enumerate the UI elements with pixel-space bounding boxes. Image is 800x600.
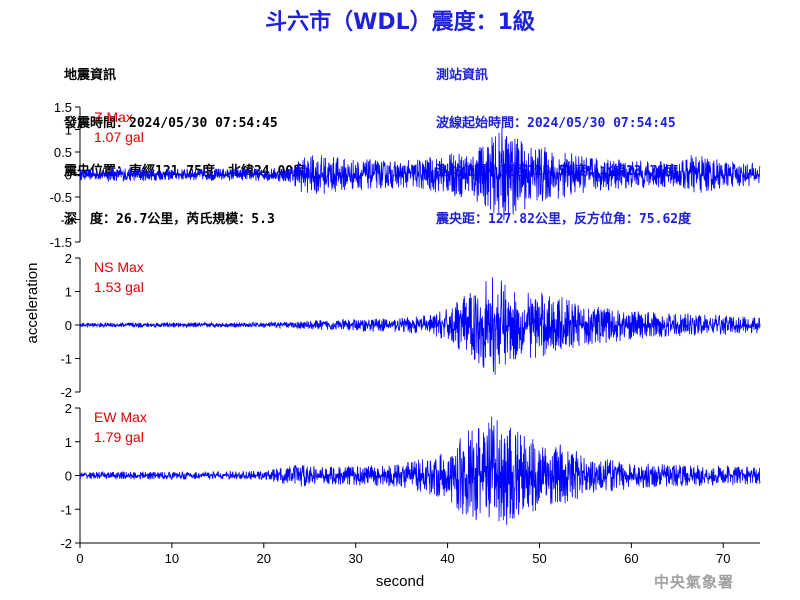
- y-tick-label: -1: [60, 502, 72, 517]
- y-tick-label: 1: [65, 123, 72, 138]
- event-info-heading: 地震資訊: [64, 68, 117, 83]
- page-title: 斗六市（WDL）震度：1級: [265, 10, 535, 35]
- x-tick-label: 40: [440, 551, 454, 566]
- y-tick-label: 1: [65, 435, 72, 450]
- max-label-z: Z Max: [94, 109, 133, 125]
- event-info: 地震資訊 發震時間：2024/05/30 07:54:45 震央位置：東經121…: [64, 36, 306, 244]
- y-tick-label: 1.5: [54, 100, 72, 115]
- y-axis-label: acceleration: [24, 263, 41, 344]
- x-tick-label: 0: [76, 551, 83, 566]
- x-axis-label: second: [376, 573, 424, 590]
- x-tick-label: 30: [348, 551, 362, 566]
- y-tick-label: 0: [65, 168, 72, 183]
- y-tick-label: -1.5: [50, 235, 72, 250]
- origin-time: 發震時間：2024/05/30 07:54:45: [64, 116, 278, 131]
- epicentral-distance: 震央距：127.82公里，反方位角：75.62度: [436, 212, 692, 227]
- x-tick-label: 50: [532, 551, 546, 566]
- wave-start-time: 波線起始時間：2024/05/30 07:54:45: [436, 116, 676, 131]
- trace-z: [79, 127, 761, 221]
- y-tick-label: -1: [60, 213, 72, 228]
- x-tick-label: 20: [257, 551, 271, 566]
- y-tick-label: 0: [65, 469, 72, 484]
- x-tick-label: 70: [716, 551, 730, 566]
- trace-ew: [79, 416, 761, 525]
- y-tick-label: -2: [60, 536, 72, 551]
- max-label-ew: EW Max: [94, 409, 147, 425]
- x-tick-label: 10: [165, 551, 179, 566]
- y-tick-label: 0: [65, 318, 72, 333]
- x-tick-label: 60: [624, 551, 638, 566]
- y-tick-label: 1: [65, 285, 72, 300]
- y-tick-label: 2: [65, 251, 72, 266]
- agency-label: 中央氣象署: [654, 573, 735, 591]
- y-tick-label: 0.5: [54, 145, 72, 160]
- y-tick-label: -2: [60, 385, 72, 400]
- y-tick-label: 2: [65, 401, 72, 416]
- station-info-heading: 測站資訊: [436, 68, 489, 83]
- max-value-z: 1.07 gal: [94, 129, 144, 145]
- max-value-ew: 1.79 gal: [94, 429, 144, 445]
- y-tick-label: -0.5: [50, 190, 72, 205]
- y-tick-label: -1: [60, 352, 72, 367]
- max-value-ns: 1.53 gal: [94, 279, 144, 295]
- max-label-ns: NS Max: [94, 259, 144, 275]
- depth-magnitude: 深 度：26.7公里，芮氏規模：5.3: [64, 212, 275, 227]
- trace-ns: [79, 277, 761, 375]
